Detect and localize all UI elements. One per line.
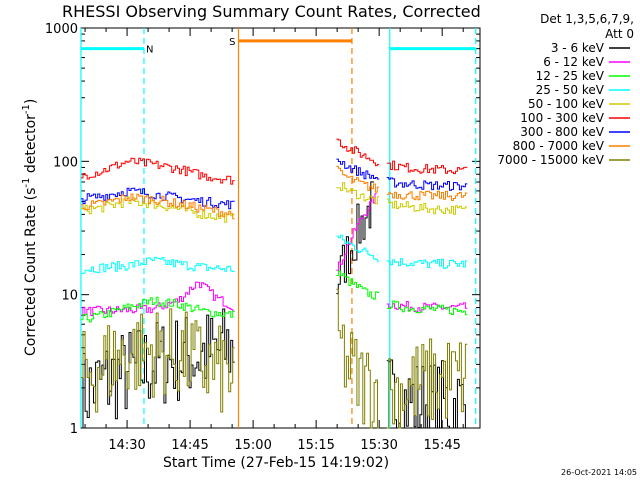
legend-label: 25 - 50 keV: [536, 83, 605, 97]
night-label: N: [146, 45, 153, 56]
series-12-25keV: [80, 270, 468, 323]
x-tick-label: 14:45: [171, 438, 208, 453]
series-line: [336, 288, 380, 429]
x-axis-label: Start Time (27-Feb-15 14:19:02): [163, 455, 389, 471]
series-100-300keV: [80, 138, 468, 185]
y-tick-label: 10: [61, 289, 78, 304]
tick-labels: 1 10 100 1000 14:30 14:45 15:00 15:15 15:30 15:45: [45, 22, 461, 453]
series-line: [336, 182, 380, 205]
series-7000-15000keV: [80, 288, 468, 429]
series-line: [80, 296, 235, 323]
series-line: [80, 308, 235, 413]
series-50-100keV: [80, 182, 468, 223]
series-300-800keV: [80, 158, 468, 210]
legend-label: 800 - 7000 keV: [513, 139, 605, 153]
series-line: [336, 165, 380, 193]
legend-label: 100 - 300 keV: [520, 111, 604, 125]
series-line: [386, 160, 468, 175]
series-line: [386, 198, 468, 215]
series-line: [336, 138, 380, 167]
legend-label: 3 - 6 keV: [551, 41, 605, 55]
series-line: [80, 193, 235, 220]
series-line: [80, 196, 235, 223]
x-tick-label: 14:30: [108, 438, 145, 453]
series-line: [336, 270, 380, 300]
legend-label: 12 - 25 keV: [536, 69, 605, 83]
series-25-50keV: [80, 234, 468, 274]
y-tick-label: 100: [53, 155, 78, 170]
series-line: [336, 234, 380, 262]
x-tick-label: 15:30: [360, 438, 397, 453]
series-line: [386, 190, 468, 201]
y-tick-label: 1000: [45, 22, 78, 37]
saa-label: S: [229, 37, 235, 48]
x-tick-label: 15:00: [234, 438, 271, 453]
y-axis-label-sup2: -1: [21, 104, 32, 114]
series-line: [386, 338, 468, 429]
chart-title: RHESSI Observing Summary Count Rates, Co…: [62, 2, 481, 21]
x-tick-label: 15:45: [423, 438, 460, 453]
legend-header-line-1: Det 1,3,5,6,7,9,: [540, 12, 634, 26]
y-axis-label-mid: detector: [23, 114, 39, 178]
y-axis-label: Corrected Count Rate (s-1 detector-1): [21, 99, 39, 356]
series-6-12keV: [80, 193, 468, 316]
series-line: [80, 157, 235, 185]
series-line: [386, 301, 468, 313]
legend-label: 300 - 800 keV: [520, 125, 604, 139]
y-axis-label-pre: Corrected Count Rate (s: [23, 188, 39, 356]
series-line: [336, 193, 377, 271]
y-tick-label: 1: [70, 422, 78, 437]
legend-label: 6 - 12 keV: [543, 55, 605, 69]
series-line: [386, 300, 468, 316]
series-line: [80, 256, 235, 274]
legend-label: 50 - 100 keV: [528, 97, 605, 111]
legend-header-line-2: Att 0: [605, 27, 634, 41]
y-axis-label-sup1: -1: [21, 178, 32, 188]
y-axis-label-post: ): [23, 99, 39, 104]
legend-label: 7000 - 15000 keV: [497, 153, 604, 167]
series-line: [336, 181, 375, 295]
series-layer: [80, 138, 468, 429]
x-tick-label: 15:15: [297, 438, 334, 453]
series-line: [80, 187, 235, 210]
series-line: [386, 177, 468, 191]
footer-timestamp: 26-Oct-2021 14:05: [561, 468, 637, 477]
series-800-7000keV: [80, 165, 468, 220]
series-line: [386, 258, 468, 269]
series-line: [336, 158, 380, 180]
